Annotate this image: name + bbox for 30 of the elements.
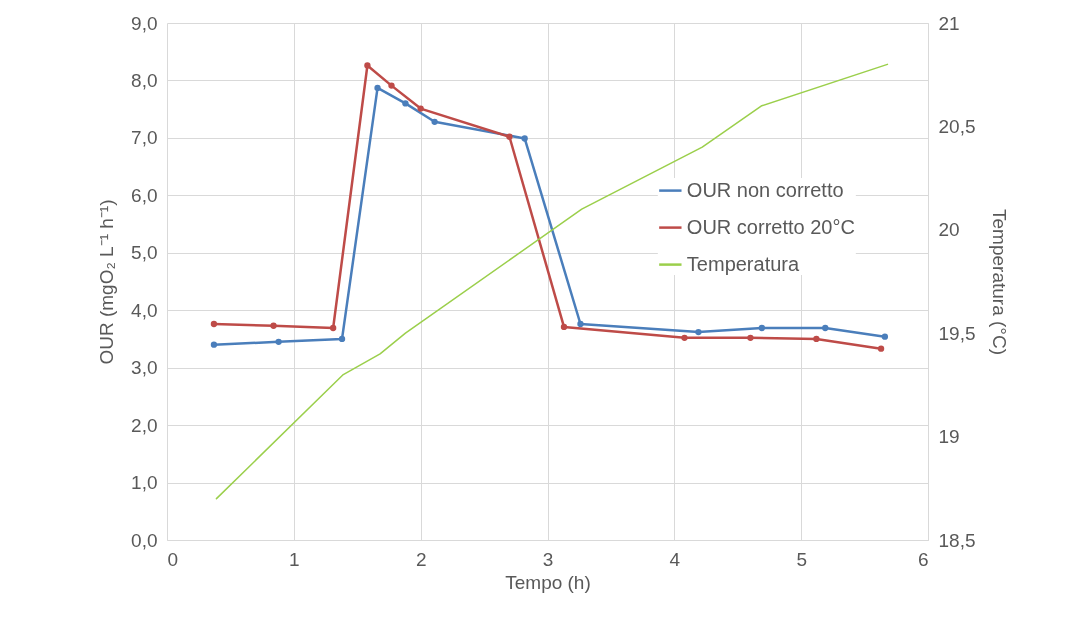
x-tick-label: 6 bbox=[917, 548, 929, 570]
legend-label: Temperatura bbox=[686, 252, 800, 275]
legend-label: OUR non corretto bbox=[686, 178, 844, 201]
x-tick-label: 0 bbox=[167, 548, 179, 570]
y2-tick-label: 20,5 bbox=[938, 115, 976, 137]
x-tick-label: 2 bbox=[415, 548, 427, 570]
y-tick-label: 0,0 bbox=[131, 529, 158, 551]
y-tick-label: 7,0 bbox=[131, 127, 158, 149]
x-tick-label: 4 bbox=[669, 548, 681, 570]
x-tick-label: 5 bbox=[796, 548, 807, 570]
x-axis-title: Tempo (h) bbox=[505, 571, 591, 593]
y2-tick-label: 18,5 bbox=[938, 529, 976, 551]
x-tick-label: 3 bbox=[542, 548, 554, 570]
y-tick-label: 9,0 bbox=[131, 12, 158, 34]
y2-tick-label: 19,5 bbox=[938, 322, 976, 344]
y2-tick-label: 21 bbox=[938, 12, 960, 34]
y-axis-title: OUR (mgO₂ L⁻¹ h⁻¹) bbox=[96, 199, 118, 365]
y-tick-label: 8,0 bbox=[131, 69, 158, 91]
y-tick-label: 4,0 bbox=[131, 299, 158, 321]
x-tick-label: 1 bbox=[289, 548, 300, 570]
y-tick-label: 3,0 bbox=[131, 357, 158, 379]
y-tick-label: 6,0 bbox=[131, 184, 158, 206]
y2-tick-label: 19 bbox=[938, 426, 960, 448]
y-tick-label: 1,0 bbox=[131, 472, 158, 494]
line-series bbox=[215, 63, 889, 500]
legend-label: OUR corretto 20°C bbox=[686, 215, 855, 238]
y2-axis-title: Temperatura (°C) bbox=[989, 209, 1011, 355]
y2-tick-label: 20 bbox=[938, 219, 960, 241]
y-tick-label: 5,0 bbox=[131, 242, 158, 264]
y-tick-label: 2,0 bbox=[131, 414, 158, 436]
